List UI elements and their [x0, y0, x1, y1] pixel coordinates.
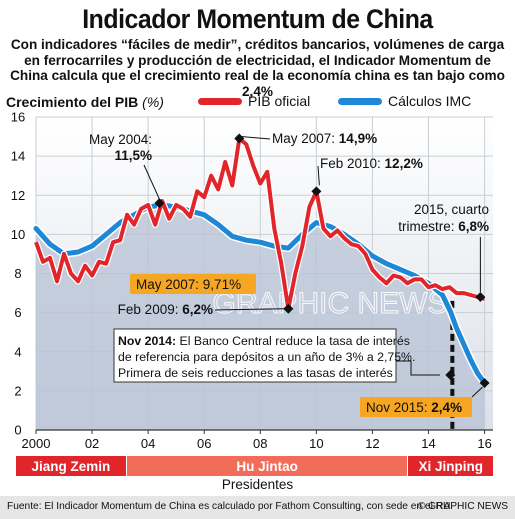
- callout-feb2009-marker: [283, 303, 294, 314]
- x-tick-04: 04: [141, 436, 155, 451]
- legend-item-imc: Cálculos IMC: [338, 93, 471, 109]
- callout-may2004-leader: [143, 164, 160, 200]
- callout-feb2009: Feb 2009: 6,2%: [118, 302, 213, 317]
- callout-may2007-marker: [234, 133, 245, 144]
- callout-imc-may2007-box: [130, 274, 256, 294]
- note-line-2: de referencia para depósitos a un año de…: [118, 350, 415, 364]
- chart-subtitle: Con indicadores “fáciles de medir”, créd…: [10, 37, 505, 99]
- footer-source: Fuente: El Indicador Momentum de China e…: [7, 501, 451, 512]
- note-line-3: Primera de seis reducciones a las tasas …: [118, 366, 393, 380]
- legend-swatch-official: [198, 97, 242, 105]
- callout-feb2010-leader: [317, 165, 320, 186]
- presidents-label: Presidentes: [221, 477, 294, 492]
- y-tick-12: 12: [11, 188, 25, 203]
- callout-may2007-leader: [241, 136, 271, 140]
- y-tick-16: 16: [11, 110, 25, 125]
- footer-copyright: © GRAPHIC NEWS: [417, 501, 508, 512]
- callout-feb2009-leader: [214, 308, 285, 311]
- y-axis-unit: (%): [142, 94, 164, 110]
- x-axis-ticks: 2000 02 04 06 08 10 12 14 16: [22, 429, 493, 451]
- x-tick-12: 12: [365, 436, 379, 451]
- legend-label-official: PIB oficial: [248, 93, 311, 109]
- callout-may2004-marker: [154, 198, 165, 209]
- president-name: Xi Jinping: [418, 458, 483, 474]
- y-tick-0: 0: [14, 423, 21, 438]
- callout-nov2015-leader: [471, 386, 483, 398]
- president-name: Jiang Zemin: [31, 458, 111, 474]
- callout-q4-2015-marker: [475, 291, 486, 302]
- legend-item-official: PIB oficial: [198, 93, 310, 109]
- president-xi-jinping: Xi Jinping: [408, 456, 493, 476]
- y-tick-2: 2: [14, 383, 21, 398]
- note-line-1: Nov 2014: El Banco Central reduce la tas…: [118, 334, 410, 348]
- callout-feb2010-marker: [311, 186, 322, 197]
- x-tick-2000: 2000: [22, 436, 51, 451]
- callout-nov2015: Nov 2015: 2,4%: [366, 400, 462, 415]
- note-box: [113, 328, 397, 383]
- gdp-chart: GRAPHIC NEWS May 2004:11,5%May 2007: 14,…: [11, 110, 493, 451]
- legend-label-imc: Cálculos IMC: [388, 93, 472, 109]
- president-jiang-zemin: Jiang Zemin: [16, 456, 126, 476]
- x-tick-14: 14: [421, 436, 435, 451]
- president-name: Hu Jintao: [236, 458, 298, 474]
- y-axis-label: Crecimiento del PIB (%): [6, 94, 164, 110]
- callout-nov2015-box: [360, 397, 472, 417]
- callout-imc-may2007: May 2007: 9,71%: [136, 277, 241, 292]
- x-tick-02: 02: [85, 436, 99, 451]
- official-line: [34, 136, 486, 311]
- chart-title: Indicador Momentum de China: [82, 4, 433, 34]
- note-leader: [396, 360, 440, 376]
- series-lines: [32, 135, 489, 388]
- x-tick-06: 06: [197, 436, 211, 451]
- legend-swatch-imc: [338, 97, 382, 105]
- x-tick-08: 08: [253, 436, 267, 451]
- x-tick-16: 16: [477, 436, 491, 451]
- y-tick-10: 10: [11, 227, 25, 242]
- callout-feb2010: Feb 2010: 12,2%: [320, 156, 423, 171]
- callout-nov2015-marker: [479, 378, 490, 389]
- president-hu-jintao: Hu Jintao: [126, 456, 408, 476]
- y-tick-8: 8: [14, 266, 21, 281]
- note-marker: [445, 370, 456, 380]
- y-tick-14: 14: [11, 149, 25, 164]
- footer: Fuente: El Indicador Momentum de China e…: [0, 496, 515, 519]
- callout-may2004-label: May 2004:: [89, 132, 152, 147]
- callout-may2007: May 2007: 14,9%: [272, 131, 377, 146]
- callout-may2004-value: 11,5%: [114, 148, 152, 163]
- callout-q4-2015-label2: trimestre: 6,8%: [398, 219, 489, 234]
- callout-q4-2015-label1: 2015, cuarto: [414, 202, 489, 217]
- x-tick-10: 10: [309, 436, 323, 451]
- y-axis-ticks: 0 2 4 6 8 10 12 14 16: [11, 110, 25, 438]
- y-tick-4: 4: [14, 344, 21, 359]
- callouts: May 2004:11,5% May 2007: 14,9% Feb 2010: 1…: [89, 131, 490, 417]
- y-axis-label-text: Crecimiento del PIB: [6, 94, 139, 110]
- y-tick-6: 6: [14, 305, 21, 320]
